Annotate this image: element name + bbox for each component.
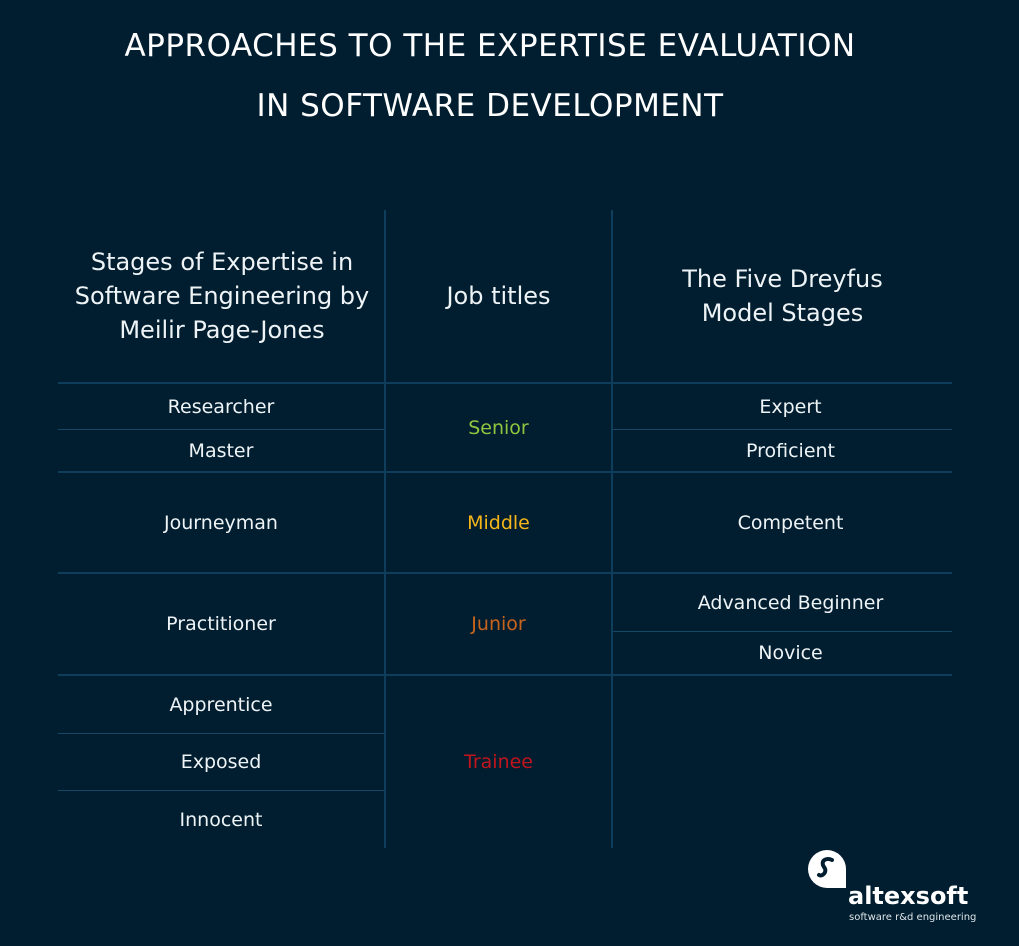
divider [613, 429, 952, 430]
title-line-1: APPROACHES TO THE EXPERTISE EVALUATION [124, 28, 856, 64]
stage-innocent: Innocent [179, 808, 263, 831]
dreyfus-competent: Competent [737, 511, 844, 534]
job-junior: Junior [471, 613, 526, 635]
stage-exposed: Exposed [180, 751, 262, 773]
dreyfus-expert: Expert [759, 395, 822, 418]
logo-tagline: software r&d engineering [849, 912, 977, 923]
stage-master: Master [188, 439, 254, 462]
dreyfus-novice: Novice [758, 642, 823, 664]
job-middle: Middle [467, 511, 530, 534]
stage-practitioner: Practitioner [166, 613, 276, 635]
divider [384, 210, 386, 848]
divider [58, 429, 384, 430]
stage-researcher: Researcher [167, 395, 275, 418]
divider [613, 631, 952, 632]
header-page-jones: Stages of Expertise in Software Engineer… [74, 248, 370, 344]
job-senior: Senior [468, 416, 529, 439]
divider [58, 572, 952, 574]
logo-wordmark: altexsoft [848, 882, 969, 910]
job-trainee: Trainee [464, 751, 533, 773]
divider [611, 210, 613, 848]
dreyfus-advanced-beginner: Advanced Beginner [697, 591, 884, 614]
stage-journeyman: Journeyman [164, 511, 278, 534]
title-line-2: IN SOFTWARE DEVELOPMENT [256, 88, 724, 124]
divider [58, 674, 952, 676]
header-dreyfus: The Five Dreyfus Model Stages [682, 265, 883, 327]
divider [58, 790, 384, 791]
stage-apprentice: Apprentice [169, 693, 273, 716]
dreyfus-proficient: Proficient [745, 439, 836, 462]
divider [58, 382, 952, 384]
divider [58, 733, 384, 734]
divider [58, 471, 952, 473]
header-job-titles: Job titles [446, 282, 551, 310]
altexsoft-logo-icon [808, 850, 846, 888]
